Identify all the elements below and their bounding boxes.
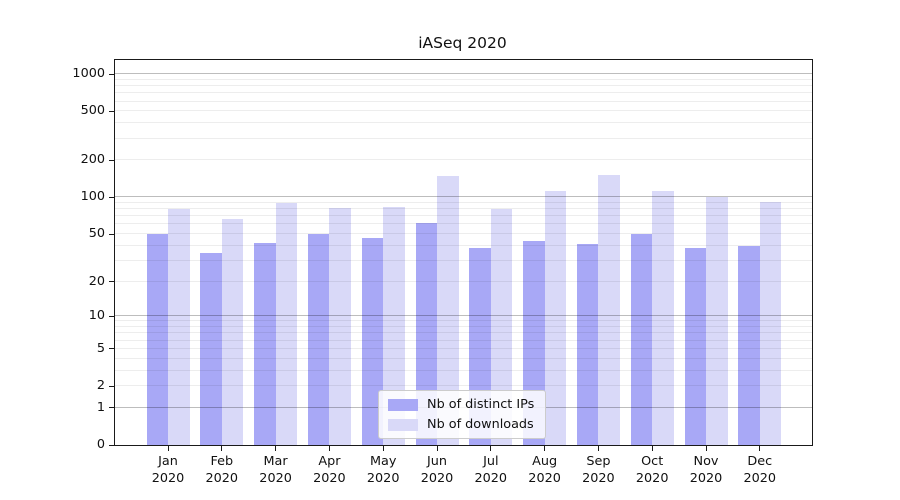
gridline-minor bbox=[115, 78, 812, 80]
x-tick-label-mar: Mar 2020 bbox=[259, 454, 292, 486]
bar-downloads-apr bbox=[329, 207, 351, 445]
bar-downloads-sep bbox=[598, 175, 620, 445]
gridline-minor bbox=[115, 159, 812, 161]
y-tick-200 bbox=[109, 159, 115, 161]
y-tick-1 bbox=[109, 407, 115, 409]
x-tick-label-aug: Aug 2020 bbox=[528, 454, 561, 486]
x-tick-label-sep: Sep 2020 bbox=[582, 454, 615, 486]
y-tick-label-50: 50 bbox=[88, 226, 105, 241]
y-tick-1000 bbox=[109, 73, 115, 75]
x-tick-feb bbox=[221, 445, 223, 451]
x-tick-label-oct: Oct 2020 bbox=[635, 454, 669, 486]
y-tick-50 bbox=[109, 233, 115, 235]
gridline-minor bbox=[115, 110, 812, 112]
gridline-minor bbox=[115, 100, 812, 102]
x-tick-label-may: May 2020 bbox=[366, 454, 400, 486]
legend-swatch-downloads bbox=[388, 418, 418, 431]
legend-item-downloads: Nb of downloads bbox=[388, 417, 534, 432]
gridline-major bbox=[115, 73, 812, 75]
legend: Nb of distinct IPs Nb of downloads bbox=[378, 390, 547, 439]
x-tick-label-apr: Apr 2020 bbox=[313, 454, 346, 486]
x-tick-label-jun: Jun 2020 bbox=[420, 454, 454, 486]
y-tick-20 bbox=[109, 281, 115, 283]
gridline-minor bbox=[115, 85, 812, 87]
y-tick-100 bbox=[109, 196, 115, 198]
gridline-minor bbox=[115, 137, 812, 139]
x-tick-label-feb: Feb 2020 bbox=[205, 454, 239, 486]
gridline-minor bbox=[115, 122, 812, 124]
legend-swatch-distinct-ips bbox=[388, 398, 418, 411]
bar-distinct-ips-dec bbox=[738, 245, 760, 445]
bar-distinct-ips-jun bbox=[415, 222, 437, 445]
legend-label-distinct-ips: Nb of distinct IPs bbox=[427, 397, 535, 412]
bar-distinct-ips-mar bbox=[254, 243, 276, 445]
bar-distinct-ips-feb bbox=[200, 252, 222, 445]
y-tick-label-2: 2 bbox=[96, 378, 105, 393]
bar-downloads-jan bbox=[168, 208, 190, 445]
bar-downloads-jun bbox=[437, 175, 459, 445]
y-tick-2 bbox=[109, 385, 115, 387]
bar-distinct-ips-sep bbox=[576, 244, 599, 445]
legend-item-distinct-ips: Nb of distinct IPs bbox=[388, 397, 534, 412]
y-tick-0 bbox=[109, 444, 115, 446]
chart-title: iASeq 2020 bbox=[418, 34, 507, 52]
plot-area: Jan 2020 Feb 2020 Mar 2020 Apr 2020 May 2020 Jun 20… bbox=[72, 59, 813, 486]
bar-downloads-jul bbox=[490, 208, 513, 445]
x-tick-nov bbox=[705, 445, 707, 451]
y-tick-label-200: 200 bbox=[80, 152, 105, 168]
bar-distinct-ips-apr bbox=[307, 234, 330, 445]
bar-distinct-ips-may bbox=[361, 238, 384, 445]
legend-label-downloads: Nb of downloads bbox=[427, 417, 534, 432]
x-tick-label-jul: Jul 2020 bbox=[474, 454, 508, 486]
x-tick-label-jan: Jan 2020 bbox=[151, 454, 185, 486]
x-tick-sep bbox=[597, 445, 599, 451]
y-tick-label-100: 100 bbox=[80, 189, 105, 205]
y-tick-10 bbox=[109, 315, 115, 317]
bar-downloads-may bbox=[383, 206, 405, 445]
y-tick-label-20: 20 bbox=[88, 273, 105, 289]
y-tick-label-1000: 1000 bbox=[72, 66, 105, 82]
bar-downloads-aug bbox=[544, 191, 567, 445]
x-tick-jul bbox=[490, 445, 492, 451]
y-tick-500 bbox=[109, 110, 115, 112]
x-tick-jan bbox=[167, 445, 169, 451]
x-tick-aug bbox=[544, 445, 546, 451]
bar-downloads-dec bbox=[759, 202, 782, 445]
y-tick-label-5: 5 bbox=[96, 340, 105, 356]
bar-downloads-oct bbox=[652, 190, 674, 445]
bar-distinct-ips-oct bbox=[630, 234, 653, 445]
bar-distinct-ips-nov bbox=[684, 248, 706, 445]
y-tick-5 bbox=[109, 348, 115, 350]
y-tick-label-500: 500 bbox=[80, 103, 105, 119]
y-tick-label-0: 0 bbox=[96, 437, 105, 452]
y-tick-label-10: 10 bbox=[88, 308, 105, 324]
bar-distinct-ips-jan bbox=[146, 234, 168, 445]
x-tick-oct bbox=[651, 445, 653, 451]
y-tick-label-1: 1 bbox=[96, 399, 105, 415]
x-tick-may bbox=[382, 445, 384, 451]
x-tick-dec bbox=[759, 445, 761, 451]
bar-downloads-feb bbox=[221, 219, 244, 445]
x-tick-jun bbox=[436, 445, 438, 451]
bar-downloads-nov bbox=[706, 197, 728, 445]
x-tick-apr bbox=[328, 445, 330, 451]
gridline-minor bbox=[115, 92, 812, 94]
x-tick-label-dec: Dec 2020 bbox=[743, 454, 777, 486]
x-tick-mar bbox=[275, 445, 277, 451]
bar-downloads-mar bbox=[275, 202, 298, 445]
x-tick-label-nov: Nov 2020 bbox=[689, 454, 723, 486]
